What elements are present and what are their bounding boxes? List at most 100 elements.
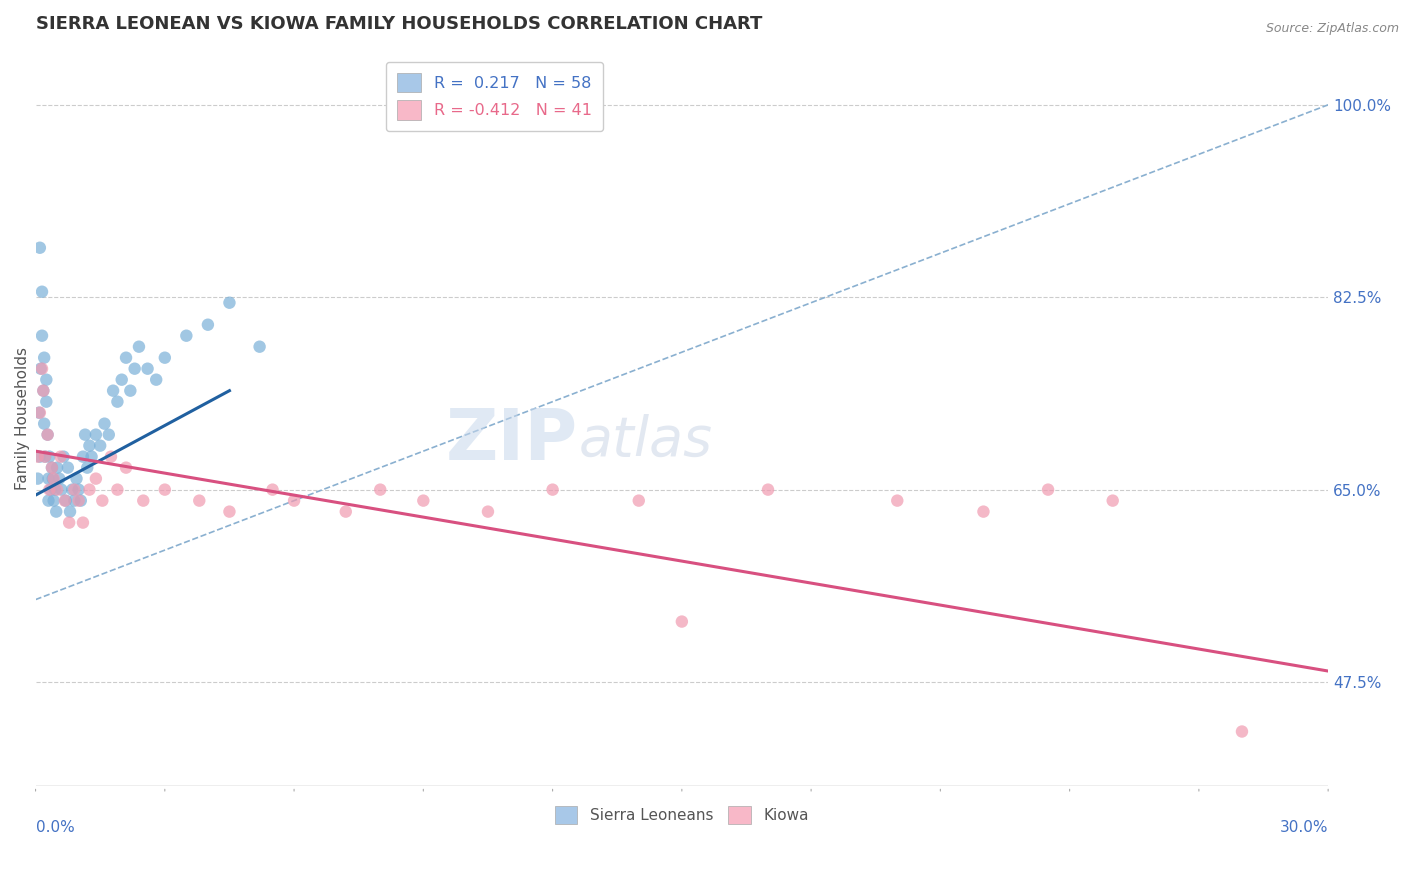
Point	[84, 427, 107, 442]
Point	[34, 450, 56, 464]
Point	[1036, 483, 1059, 497]
Point	[128, 340, 150, 354]
Text: Source: ZipAtlas.com: Source: ZipAtlas.com	[1265, 22, 1399, 36]
Point	[44, 483, 66, 497]
Point	[35, 373, 58, 387]
Point	[124, 361, 146, 376]
Point	[67, 483, 90, 497]
Point	[38, 483, 60, 497]
Point	[132, 493, 155, 508]
Point	[153, 483, 176, 497]
Point	[262, 483, 284, 497]
Point	[335, 505, 357, 519]
Point	[671, 615, 693, 629]
Point	[101, 384, 124, 398]
Point	[28, 241, 51, 255]
Point	[79, 439, 101, 453]
Point	[176, 328, 198, 343]
Point	[756, 483, 779, 497]
Text: atlas: atlas	[578, 414, 713, 467]
Point	[34, 450, 56, 464]
Point	[37, 493, 59, 508]
Point	[218, 505, 240, 519]
Point	[55, 493, 77, 508]
Point	[72, 516, 94, 530]
Y-axis label: Family Households: Family Households	[15, 347, 30, 490]
Point	[80, 450, 103, 464]
Point	[58, 516, 80, 530]
Point	[188, 493, 211, 508]
Point	[75, 427, 97, 442]
Point	[37, 427, 59, 442]
Point	[218, 295, 240, 310]
Point	[28, 450, 51, 464]
Point	[38, 450, 60, 464]
Point	[541, 483, 564, 497]
Point	[32, 384, 55, 398]
Point	[111, 373, 134, 387]
Point	[42, 493, 65, 508]
Point	[120, 384, 142, 398]
Point	[27, 472, 49, 486]
Point	[93, 417, 115, 431]
Point	[412, 493, 434, 508]
Point	[89, 439, 111, 453]
Point	[48, 472, 70, 486]
Point	[63, 483, 86, 497]
Point	[42, 472, 65, 486]
Point	[46, 483, 69, 497]
Point	[39, 483, 62, 497]
Point	[31, 285, 53, 299]
Point	[115, 460, 138, 475]
Point	[59, 505, 82, 519]
Point	[107, 483, 129, 497]
Point	[76, 460, 98, 475]
Point	[65, 472, 87, 486]
Point	[37, 427, 59, 442]
Point	[627, 493, 650, 508]
Point	[37, 472, 59, 486]
Point	[46, 460, 69, 475]
Point	[51, 483, 73, 497]
Point	[30, 361, 52, 376]
Point	[31, 361, 53, 376]
Point	[249, 340, 271, 354]
Point	[79, 483, 101, 497]
Text: 0.0%: 0.0%	[35, 820, 75, 835]
Point	[28, 406, 51, 420]
Point	[477, 505, 499, 519]
Point	[368, 483, 391, 497]
Point	[100, 450, 122, 464]
Point	[1230, 724, 1253, 739]
Point	[35, 394, 58, 409]
Text: SIERRA LEONEAN VS KIOWA FAMILY HOUSEHOLDS CORRELATION CHART: SIERRA LEONEAN VS KIOWA FAMILY HOUSEHOLD…	[35, 15, 762, 33]
Point	[32, 417, 55, 431]
Point	[97, 427, 120, 442]
Point	[283, 493, 305, 508]
Point	[56, 460, 79, 475]
Point	[45, 505, 67, 519]
Point	[31, 328, 53, 343]
Point	[197, 318, 219, 332]
Point	[1101, 493, 1123, 508]
Legend: Sierra Leoneans, Kiowa: Sierra Leoneans, Kiowa	[548, 799, 815, 830]
Point	[136, 361, 159, 376]
Point	[42, 472, 65, 486]
Point	[145, 373, 167, 387]
Point	[69, 493, 91, 508]
Point	[32, 351, 55, 365]
Point	[32, 384, 55, 398]
Point	[153, 351, 176, 365]
Point	[41, 460, 63, 475]
Point	[60, 483, 83, 497]
Point	[115, 351, 138, 365]
Point	[72, 450, 94, 464]
Text: ZIP: ZIP	[446, 406, 578, 475]
Point	[53, 493, 76, 508]
Point	[91, 493, 114, 508]
Point	[27, 450, 49, 464]
Point	[28, 406, 51, 420]
Point	[107, 394, 129, 409]
Point	[49, 450, 72, 464]
Point	[886, 493, 908, 508]
